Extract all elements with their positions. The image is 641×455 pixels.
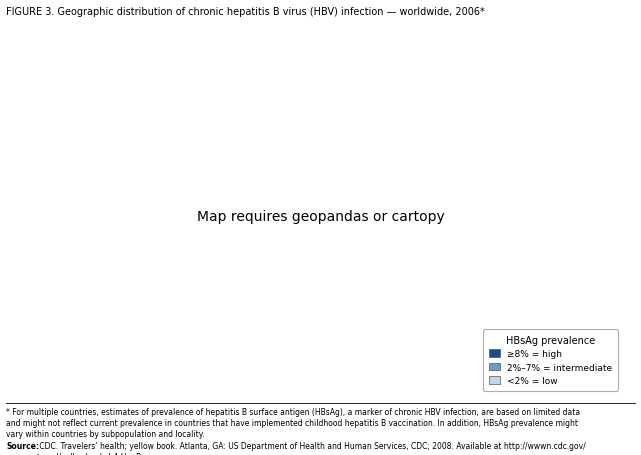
Text: Map requires geopandas or cartopy: Map requires geopandas or cartopy	[197, 209, 444, 223]
Text: FIGURE 3. Geographic distribution of chronic hepatitis B virus (HBV) infection —: FIGURE 3. Geographic distribution of chr…	[6, 7, 485, 17]
Text: * For multiple countries, estimates of prevalence of hepatitis B surface antigen: * For multiple countries, estimates of p…	[6, 407, 581, 438]
Text: Source:: Source:	[6, 441, 39, 450]
Text: CDC. Travelers’ health; yellow book. Atlanta, GA: US Department of Health and Hu: CDC. Travelers’ health; yellow book. Atl…	[37, 441, 585, 455]
Legend: ≥8% = high, 2%–7% = intermediate, <2% = low: ≥8% = high, 2%–7% = intermediate, <2% = …	[483, 329, 617, 391]
